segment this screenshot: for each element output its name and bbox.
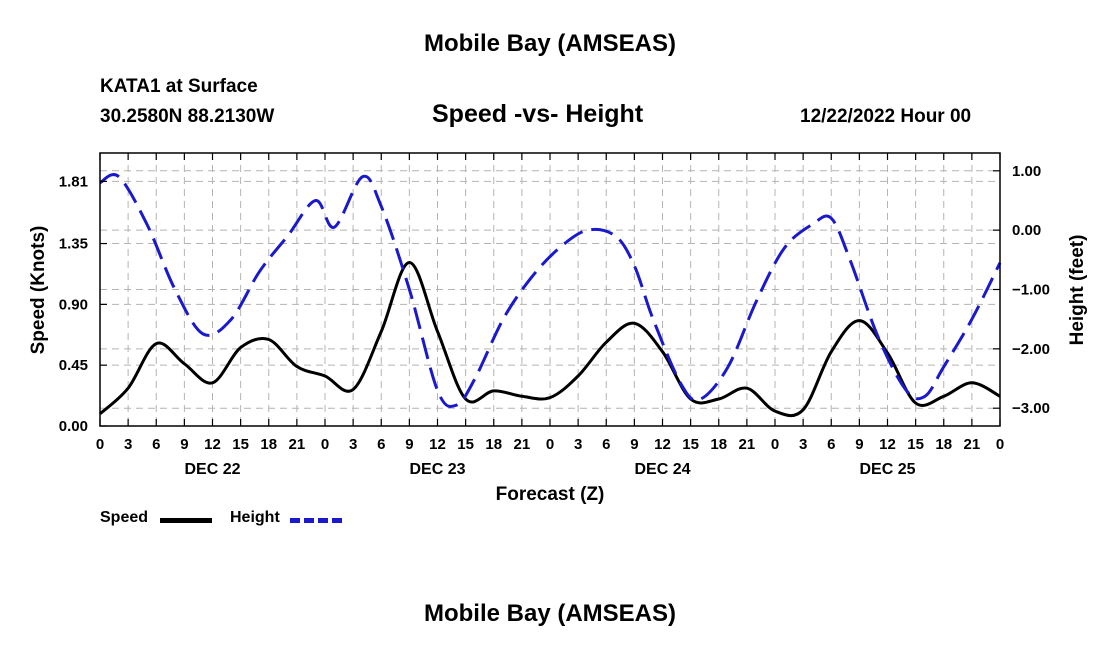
footer-title: Mobile Bay (AMSEAS) [423,600,677,627]
x-tick-label: 21 [964,436,981,453]
x-tick-label: 0 [321,436,329,453]
x-tick-label: 6 [377,436,385,453]
y-left-tick-label: 0.00 [59,418,88,435]
x-tick-label: 12 [429,436,446,453]
x-axis-label: Forecast (Z) [496,484,605,505]
chart-subtitle: Speed -vs- Height [432,100,644,128]
x-tick-label: 6 [827,436,835,453]
y-left-tick-label: 1.81 [59,173,88,190]
y-right-tick-label: 0.00 [1012,222,1041,239]
chart-main-title: Mobile Bay (AMSEAS) [423,30,677,57]
y-left-tick-label: 0.90 [59,296,88,313]
legend-height-label: Height [230,509,280,526]
y-axis-right-label: Height (feet) [1067,235,1088,346]
x-tick-label: 18 [260,436,277,453]
x-tick-label: 12 [879,436,896,453]
x-tick-label: 15 [232,436,249,453]
series-lines [99,173,1002,418]
x-tick-label: 18 [485,436,502,453]
x-tick-label: 15 [682,436,699,453]
speed-series-line [99,261,1001,418]
y-left-tick-label: 1.35 [59,236,88,253]
x-day-label: DEC 24 [634,461,690,478]
y-right-tick-label: −1.00 [1012,282,1050,299]
x-tick-label: 9 [180,436,188,453]
x-tick-label: 21 [514,436,531,453]
x-day-label: DEC 22 [184,461,240,478]
x-tick-label: 18 [935,436,952,453]
x-tick-label: 18 [710,436,727,453]
x-tick-label: 6 [602,436,610,453]
y-axis-left-label: Speed (Knots) [28,226,49,355]
x-tick-label: 9 [630,436,638,453]
x-day-label: DEC 23 [409,461,465,478]
x-tick-label: 15 [907,436,924,453]
x-tick-label: 15 [457,436,474,453]
station-coordinates: 30.2580N 88.2130W [100,106,275,127]
forecast-datetime: 12/22/2022 Hour 00 [800,106,972,127]
x-tick-label: 9 [855,436,863,453]
x-tick-label: 3 [124,436,132,453]
y-right-tick-label: −3.00 [1012,400,1050,417]
grid-lines [100,153,1000,426]
x-tick-label: 3 [349,436,357,453]
legend-height-line [290,518,342,523]
height-series-line [99,173,1002,408]
y-left-tick-label: 0.45 [59,357,88,374]
y-right-tick-label: −2.00 [1012,341,1050,358]
x-tick-label: 9 [405,436,413,453]
x-tick-label: 12 [204,436,221,453]
x-tick-label: 6 [152,436,160,453]
x-tick-label: 12 [654,436,671,453]
station-name: KATA1 at Surface [100,76,258,97]
x-tick-label: 21 [289,436,306,453]
x-tick-label: 0 [96,436,104,453]
axes: 0 3 6 9 12 15 18 21 0 3 6 9 12 15 18 21 0 3 6 9 12 15 18 21 0 3 6 9… [59,153,1050,478]
x-day-label: DEC 25 [859,461,915,478]
x-tick-label: 21 [739,436,756,453]
x-tick-label: 0 [771,436,779,453]
legend-speed-label: Speed [100,509,149,526]
x-tick-label: 3 [799,436,807,453]
y-right-tick-label: 1.00 [1012,163,1041,180]
legend-speed-line [160,518,212,523]
x-tick-label: 0 [996,436,1004,453]
x-tick-label: 3 [574,436,582,453]
x-tick-label: 0 [546,436,554,453]
